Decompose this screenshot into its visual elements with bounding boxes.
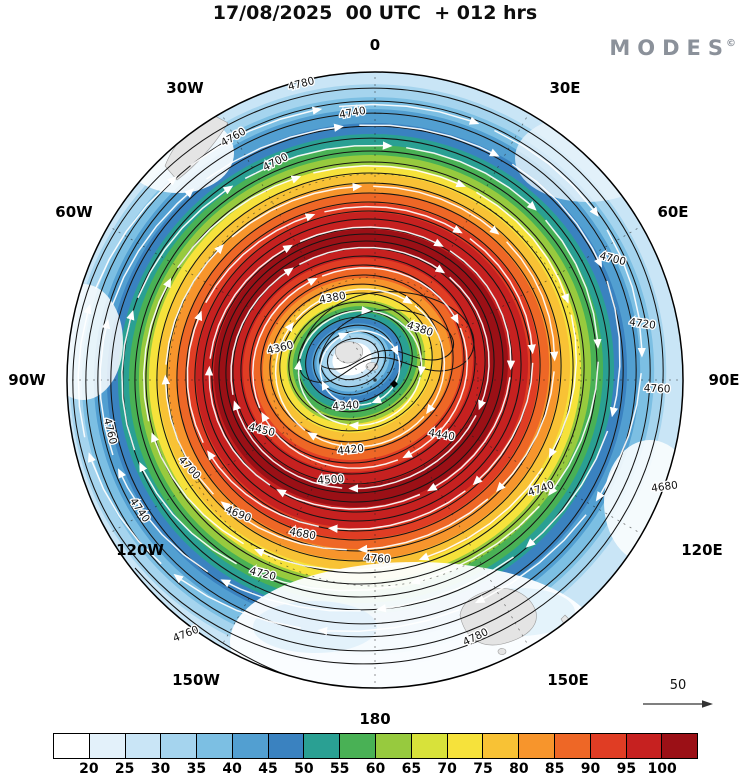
wind-reference: 50 <box>642 678 714 713</box>
pole-marker <box>390 380 398 388</box>
copyright-mark: © <box>726 38 736 49</box>
colorbar-tick: 80 <box>509 761 529 777</box>
compass-label-90e: 90E <box>708 371 740 389</box>
contour-label: 4760 <box>363 552 391 566</box>
colorbar-tick: 30 <box>150 761 171 777</box>
colorbar-cell <box>554 734 591 758</box>
map-border-circle <box>66 71 684 689</box>
wind-reference-value: 50 <box>669 678 687 693</box>
compass-label-150w: 150W <box>172 671 220 689</box>
contour-label: 4720 <box>628 316 656 332</box>
compass-label-120w: 120W <box>116 541 164 559</box>
colorbar-cell <box>340 734 377 758</box>
compass-label-120e: 120E <box>681 541 723 559</box>
colorbar-tick: 100 <box>647 761 677 777</box>
compass-label-60w: 60W <box>55 203 93 221</box>
colorbar-tick: 85 <box>544 761 565 777</box>
colorbar-cell <box>161 734 198 758</box>
colorbar-tick: 75 <box>473 761 493 777</box>
compass-label-60e: 60E <box>657 203 689 221</box>
colorbar-tick: 45 <box>258 761 278 777</box>
colorbar-cell <box>519 734 555 758</box>
compass-label-180: 180 <box>359 710 391 728</box>
map-svg: 4780 4740 4700 4760 4700 4720 4760 4680 … <box>66 71 684 689</box>
colorbar-tick: 90 <box>580 761 601 777</box>
colorbar-tick: 70 <box>437 761 457 777</box>
compass-label-30e: 30E <box>549 79 581 97</box>
colorbar-tick: 65 <box>401 761 422 777</box>
colorbar-cell <box>54 734 90 758</box>
colorbar-tick: 95 <box>616 761 637 777</box>
colorbar-cell <box>89 734 126 758</box>
colorbar-ticks: 20 25 30 35 40 45 50 55 60 65 70 75 80 8… <box>53 761 698 781</box>
colorbar: 20 25 30 35 40 45 50 55 60 65 70 75 80 8… <box>53 733 698 781</box>
colorbar-tick: 60 <box>365 761 386 777</box>
contour-label: 4420 <box>337 443 365 458</box>
colorbar-tick: 50 <box>294 761 314 777</box>
colorbar-cell <box>590 734 627 758</box>
colorbar-cell <box>483 734 520 758</box>
colorbar-cell <box>268 734 305 758</box>
contour-label: 4340 <box>332 399 360 413</box>
modes-logo: MODES© <box>609 36 736 60</box>
wind-reference-arrow <box>643 700 713 708</box>
graticule <box>67 72 683 688</box>
compass-label-150e: 150E <box>547 671 589 689</box>
streamlines <box>77 103 646 636</box>
colorbar-tick: 55 <box>329 761 350 777</box>
colorbar-tick: 20 <box>79 761 99 777</box>
polar-map: 4780 4740 4700 4760 4700 4720 4760 4680 … <box>8 36 739 728</box>
colorbar-tick: 40 <box>222 761 242 777</box>
compass-label-0: 0 <box>369 36 381 54</box>
colorbar-cell <box>376 734 412 758</box>
contour-label: 4760 <box>644 383 671 396</box>
colorbar-cell <box>304 734 341 758</box>
colorbar-cell <box>447 734 484 758</box>
compass-label-30w: 30W <box>166 79 204 97</box>
colorbar-cell <box>125 734 162 758</box>
contour-label: 4760 <box>171 624 200 645</box>
contour-label: 4680 <box>651 479 679 495</box>
chart-title: 17/08/2025 00 UTC + 012 hrs <box>212 2 538 24</box>
colorbar-cell <box>626 734 663 758</box>
compass-label-90w: 90W <box>8 371 46 389</box>
modes-logo-text: MODES <box>609 36 730 60</box>
colorbar-tick: 25 <box>114 761 135 777</box>
contour-label: 4500 <box>317 473 345 487</box>
colorbar-cell <box>411 734 448 758</box>
colorbar-cells <box>53 733 698 759</box>
colorbar-tick: 35 <box>186 761 207 777</box>
colorbar-cell <box>662 734 698 758</box>
colorbar-cell <box>232 734 269 758</box>
colorbar-cell <box>197 734 233 758</box>
